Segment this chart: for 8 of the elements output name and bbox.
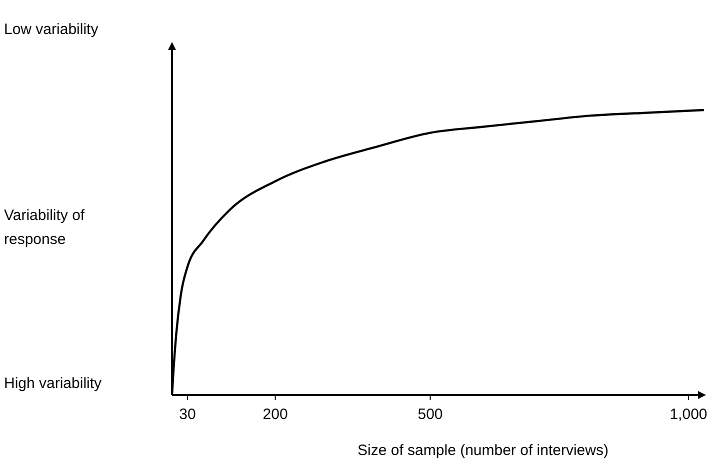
text: Low variability	[4, 21, 99, 38]
x-tick-label: 30	[179, 406, 196, 423]
x-tick-label: 500	[418, 406, 443, 423]
x-axis-title: Size of sample (number of interviews)	[358, 442, 608, 459]
x-tick-label: 200	[262, 406, 288, 423]
x-tick-label: 1,000	[670, 406, 708, 423]
text: High variability	[4, 375, 102, 392]
text: Variability of response	[4, 207, 86, 248]
